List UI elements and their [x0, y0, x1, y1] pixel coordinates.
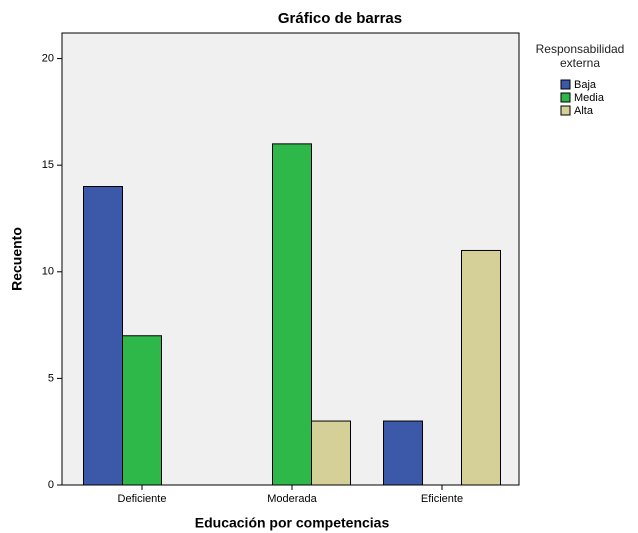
bar [383, 420, 423, 486]
legend-swatch [560, 105, 571, 116]
legend-title: Responsabilidad externa [535, 42, 625, 70]
legend-label: Baja [574, 79, 597, 91]
x-tick-label: Deficiente [118, 493, 167, 505]
bar [272, 143, 312, 486]
x-axis-label: Educación por competencias [195, 515, 390, 531]
legend-swatch [560, 92, 571, 103]
bar [461, 249, 501, 486]
bar [83, 186, 123, 486]
chart-title: Gráfico de barras [278, 10, 402, 27]
y-tick-label: 15 [42, 159, 54, 171]
y-tick-label: 0 [48, 479, 54, 491]
y-tick-label: 5 [48, 372, 54, 384]
bar [122, 335, 162, 486]
y-axis-label: Recuento [9, 227, 25, 291]
x-tick-label: Moderada [267, 493, 317, 505]
y-tick-label: 10 [42, 266, 54, 278]
x-tick-label: Eficiente [421, 493, 463, 505]
legend-swatch [560, 79, 571, 90]
legend-label: Media [574, 92, 605, 104]
bar [311, 420, 351, 486]
y-tick-label: 20 [42, 52, 54, 64]
legend-label: Alta [574, 105, 594, 117]
